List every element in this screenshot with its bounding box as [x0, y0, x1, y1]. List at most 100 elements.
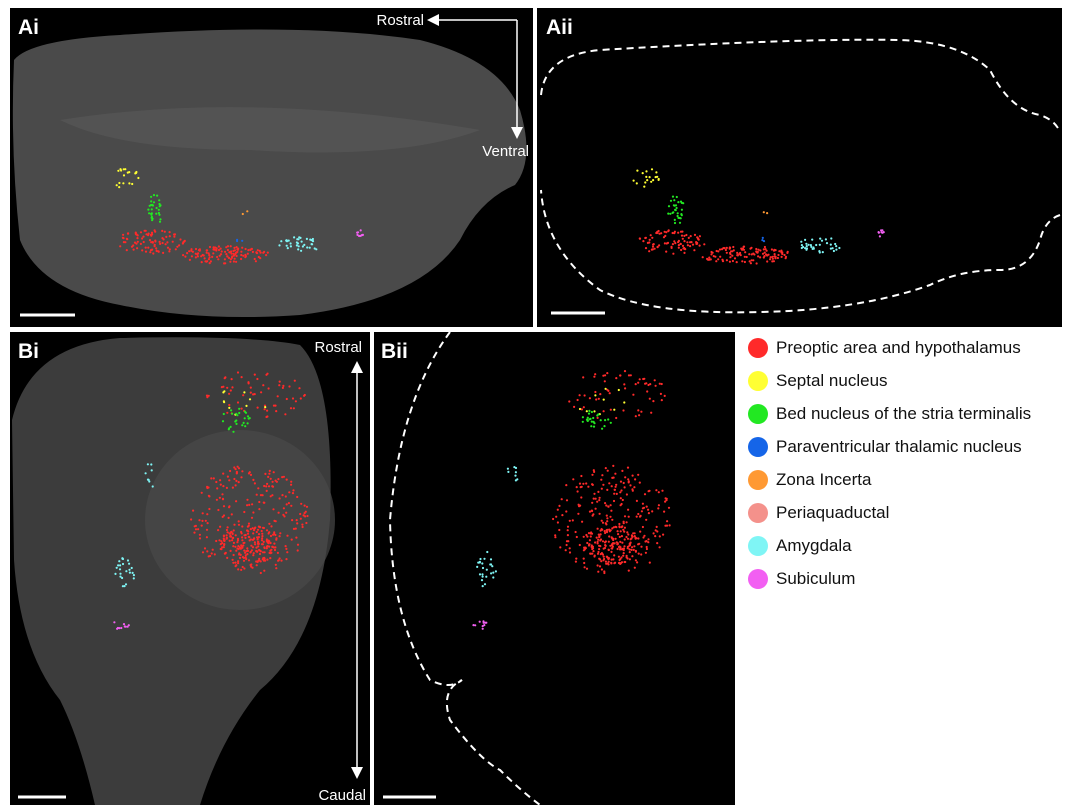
- cell: [635, 559, 637, 561]
- cell: [275, 410, 277, 412]
- cell: [254, 393, 256, 395]
- cell: [617, 548, 619, 550]
- cell: [223, 262, 225, 264]
- cell: [244, 417, 246, 419]
- cell: [608, 549, 610, 551]
- cell: [246, 529, 248, 531]
- cell: [608, 482, 610, 484]
- cell: [825, 238, 827, 240]
- cell: [726, 247, 728, 249]
- cell: [800, 241, 802, 243]
- cell: [169, 231, 171, 233]
- cell: [228, 393, 230, 395]
- cell: [598, 535, 600, 537]
- cell: [766, 212, 768, 214]
- cell: [240, 569, 242, 571]
- cell: [162, 252, 164, 254]
- cell: [620, 481, 622, 483]
- cell: [216, 487, 218, 489]
- cell: [591, 474, 593, 476]
- cell: [147, 463, 149, 465]
- cell: [270, 542, 272, 544]
- cell: [246, 547, 248, 549]
- cell: [626, 555, 628, 557]
- cell: [218, 249, 220, 251]
- cell: [702, 256, 704, 258]
- legend-label: Septal nucleus: [776, 371, 888, 391]
- cell: [597, 491, 599, 493]
- cell: [117, 564, 119, 566]
- cell: [482, 567, 484, 569]
- cell: [658, 178, 660, 180]
- cell: [258, 543, 260, 545]
- cell: [296, 244, 298, 246]
- cell: [766, 260, 768, 262]
- cell: [196, 253, 198, 255]
- cell: [626, 521, 628, 523]
- cell: [216, 256, 218, 258]
- cell: [257, 541, 259, 543]
- cell: [479, 573, 481, 575]
- cell: [575, 558, 577, 560]
- cell: [206, 529, 208, 531]
- cell: [481, 562, 483, 564]
- cell: [594, 394, 596, 396]
- cell: [269, 552, 271, 554]
- cell: [275, 567, 277, 569]
- cell: [643, 507, 645, 509]
- cell: [241, 376, 243, 378]
- cell: [680, 201, 682, 203]
- cell: [256, 494, 258, 496]
- cell: [624, 387, 626, 389]
- cell: [639, 531, 641, 533]
- cell: [597, 542, 599, 544]
- cell: [580, 486, 582, 488]
- cell: [674, 242, 676, 244]
- cell: [763, 255, 765, 257]
- cell: [165, 243, 167, 245]
- cell: [135, 233, 137, 235]
- cell: [209, 246, 211, 248]
- cell: [674, 222, 676, 224]
- cell: [306, 515, 308, 517]
- cell: [620, 497, 622, 499]
- cell: [601, 520, 603, 522]
- cell: [516, 478, 518, 480]
- cell: [552, 518, 554, 520]
- cell: [265, 254, 267, 256]
- cell: [777, 257, 779, 259]
- cell: [756, 251, 758, 253]
- cell: [226, 529, 228, 531]
- cell: [295, 537, 297, 539]
- cell: [605, 523, 607, 525]
- legend-item: Periaquaductal: [748, 503, 1066, 523]
- cell: [217, 529, 219, 531]
- cell: [123, 585, 125, 587]
- cell: [606, 556, 608, 558]
- cell: [636, 561, 638, 563]
- cell: [302, 526, 304, 528]
- cell: [880, 229, 882, 231]
- legend-item: Subiculum: [748, 569, 1066, 589]
- cell: [287, 247, 289, 249]
- cell: [764, 246, 766, 248]
- cell: [226, 387, 228, 389]
- cell: [124, 241, 126, 243]
- legend-label: Zona Incerta: [776, 470, 871, 490]
- cell: [191, 255, 193, 257]
- cell: [238, 481, 240, 483]
- cell: [250, 528, 252, 530]
- cell: [682, 245, 684, 247]
- cell: [290, 245, 292, 247]
- cell: [282, 514, 284, 516]
- cell: [592, 417, 594, 419]
- cell: [283, 507, 285, 509]
- cell: [358, 235, 360, 237]
- cell: [244, 411, 246, 413]
- orientation-label: Caudal: [318, 787, 366, 804]
- cell: [268, 485, 270, 487]
- cell: [634, 535, 636, 537]
- cell: [252, 479, 254, 481]
- cell: [775, 249, 777, 251]
- cell: [152, 241, 154, 243]
